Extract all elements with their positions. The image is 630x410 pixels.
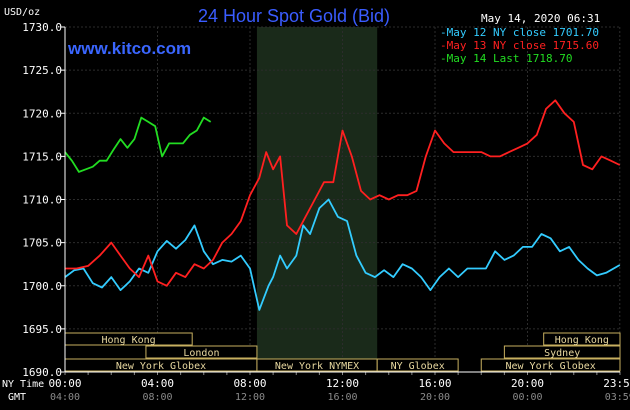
session-label: New York Globex bbox=[116, 361, 206, 372]
x-tick-label-gmt: 20:00 bbox=[420, 392, 450, 403]
session-bar bbox=[145, 345, 258, 359]
x-tick-label-gmt: 04:00 bbox=[50, 392, 80, 403]
x-tick-label-ny: 04:00 bbox=[141, 377, 174, 390]
session-label: Hong Kong bbox=[102, 335, 156, 346]
y-tick-label: 1690.0 bbox=[22, 366, 62, 379]
legend: -May 12 NY close 1701.70-May 13 NY close… bbox=[440, 26, 599, 65]
series-line-1 bbox=[64, 198, 621, 311]
legend-entry: -May 13 NY close 1715.60 bbox=[440, 39, 599, 52]
y-tick-label: 1720.0 bbox=[22, 107, 62, 120]
watermark-text: www.kitco.com bbox=[67, 39, 191, 58]
x-tick-label-gmt: 08:00 bbox=[142, 392, 172, 403]
session-bar bbox=[503, 345, 621, 359]
x-tick-label-gmt: 16:00 bbox=[327, 392, 357, 403]
y-tick-label: 1710.0 bbox=[22, 194, 62, 207]
x-tick-label-ny: 20:00 bbox=[511, 377, 544, 390]
session-label: London bbox=[183, 348, 219, 359]
legend-entry: -May 14 Last 1718.70 bbox=[440, 52, 572, 65]
session-bar bbox=[543, 332, 621, 346]
session-label: New York NYMEX bbox=[275, 361, 359, 372]
x-tick-label-ny: 08:00 bbox=[233, 377, 266, 390]
x-tick-label-ny: 16:00 bbox=[418, 377, 451, 390]
y-tick-label: 1730.0 bbox=[22, 21, 62, 34]
date-label: May 14, 2020 06:31 bbox=[481, 12, 600, 25]
session-label: NY Globex bbox=[391, 361, 445, 372]
session-bar bbox=[376, 358, 459, 372]
y-axis-label: USD/oz bbox=[4, 7, 40, 18]
y-tick-label: 1700.0 bbox=[22, 280, 62, 293]
session-label: New York Globex bbox=[505, 361, 595, 372]
x-tick-label-gmt: 03:59 bbox=[605, 392, 630, 403]
gmt-label: GMT bbox=[8, 392, 26, 403]
series-line-3 bbox=[64, 116, 212, 173]
chart-title: 24 Hour Spot Gold (Bid) bbox=[198, 6, 390, 26]
x-tick-label-ny: 00:00 bbox=[48, 377, 81, 390]
legend-entry: -May 12 NY close 1701.70 bbox=[440, 26, 599, 39]
session-label: Sydney bbox=[544, 348, 580, 359]
session-bar bbox=[480, 358, 621, 372]
x-tick-label-ny: 23:59 bbox=[603, 377, 630, 390]
x-tick-label-gmt: 00:00 bbox=[512, 392, 542, 403]
y-tick-label: 1695.0 bbox=[22, 323, 62, 336]
y-tick-label: 1705.0 bbox=[22, 237, 62, 250]
series-line-2 bbox=[65, 99, 621, 287]
x-tick-label-gmt: 12:00 bbox=[235, 392, 265, 403]
y-tick-label: 1715.0 bbox=[22, 150, 62, 163]
y-tick-label: 1725.0 bbox=[22, 64, 62, 77]
session-label: Hong Kong bbox=[555, 335, 609, 346]
x-tick-label-ny: 12:00 bbox=[326, 377, 359, 390]
ny-time-label: NY Time bbox=[2, 379, 44, 390]
